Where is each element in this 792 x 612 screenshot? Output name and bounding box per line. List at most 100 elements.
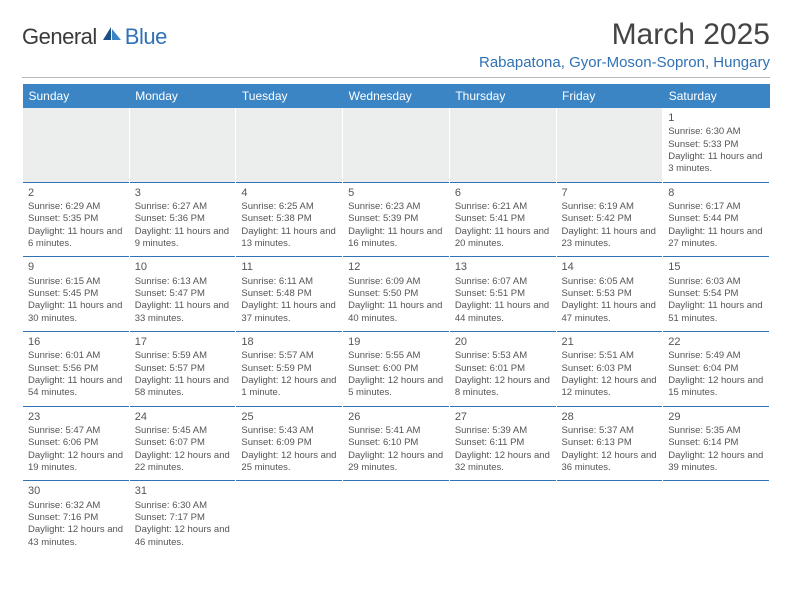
sunrise-line: Sunrise: 6:11 AM: [241, 276, 337, 288]
calendar-cell: [236, 481, 343, 555]
daylight-line: Daylight: 11 hours and 40 minutes.: [348, 300, 444, 325]
calendar-week-row: 1Sunrise: 6:30 AMSunset: 5:33 PMDaylight…: [23, 108, 770, 182]
daylight-line: Daylight: 11 hours and 51 minutes.: [668, 300, 764, 325]
sunrise-line: Sunrise: 6:27 AM: [135, 201, 231, 213]
day-number: 11: [241, 260, 337, 274]
daylight-line: Daylight: 11 hours and 58 minutes.: [135, 375, 231, 400]
calendar-cell: [556, 481, 663, 555]
sunset-line: Sunset: 5:33 PM: [668, 139, 764, 151]
sunrise-line: Sunrise: 5:51 AM: [562, 350, 658, 362]
sunset-line: Sunset: 5:36 PM: [135, 213, 231, 225]
sunrise-line: Sunrise: 6:30 AM: [668, 126, 764, 138]
sunset-line: Sunset: 6:03 PM: [562, 363, 658, 375]
calendar-cell: 30Sunrise: 6:32 AMSunset: 7:16 PMDayligh…: [23, 481, 130, 555]
calendar-week-row: 30Sunrise: 6:32 AMSunset: 7:16 PMDayligh…: [23, 481, 770, 555]
calendar-cell: 20Sunrise: 5:53 AMSunset: 6:01 PMDayligh…: [449, 332, 556, 407]
sunset-line: Sunset: 5:35 PM: [28, 213, 124, 225]
calendar-cell: [663, 481, 770, 555]
calendar-cell: [343, 108, 450, 182]
daylight-line: Daylight: 12 hours and 5 minutes.: [348, 375, 444, 400]
divider: [22, 77, 770, 78]
daylight-line: Daylight: 12 hours and 22 minutes.: [135, 450, 231, 475]
sunrise-line: Sunrise: 6:23 AM: [348, 201, 444, 213]
calendar-cell: 11Sunrise: 6:11 AMSunset: 5:48 PMDayligh…: [236, 257, 343, 332]
calendar-cell: 2Sunrise: 6:29 AMSunset: 5:35 PMDaylight…: [23, 182, 130, 257]
day-number: 20: [455, 335, 551, 349]
day-number: 12: [348, 260, 444, 274]
day-number: 9: [28, 260, 124, 274]
sunrise-line: Sunrise: 5:39 AM: [455, 425, 551, 437]
calendar-week-row: 9Sunrise: 6:15 AMSunset: 5:45 PMDaylight…: [23, 257, 770, 332]
title-block: March 2025 Rabapatona, Gyor-Moson-Sopron…: [479, 18, 770, 71]
sunrise-line: Sunrise: 5:43 AM: [241, 425, 337, 437]
sunrise-line: Sunrise: 5:45 AM: [135, 425, 231, 437]
sunset-line: Sunset: 5:39 PM: [348, 213, 444, 225]
daylight-line: Daylight: 11 hours and 47 minutes.: [562, 300, 658, 325]
day-number: 19: [348, 335, 444, 349]
weekday-header: Tuesday: [236, 84, 343, 108]
day-number: 4: [241, 186, 337, 200]
logo-text-blue: Blue: [125, 24, 167, 50]
calendar-cell: 3Sunrise: 6:27 AMSunset: 5:36 PMDaylight…: [129, 182, 236, 257]
daylight-line: Daylight: 11 hours and 44 minutes.: [455, 300, 551, 325]
daylight-line: Daylight: 11 hours and 37 minutes.: [241, 300, 337, 325]
calendar-cell: [236, 108, 343, 182]
day-number: 3: [135, 186, 231, 200]
sunrise-line: Sunrise: 6:32 AM: [28, 500, 124, 512]
calendar-cell: [23, 108, 130, 182]
weekday-header: Wednesday: [343, 84, 450, 108]
daylight-line: Daylight: 11 hours and 3 minutes.: [668, 151, 764, 176]
sunset-line: Sunset: 5:44 PM: [668, 213, 764, 225]
daylight-line: Daylight: 11 hours and 20 minutes.: [455, 226, 551, 251]
calendar-cell: [556, 108, 663, 182]
weekday-header: Monday: [129, 84, 236, 108]
sunrise-line: Sunrise: 6:29 AM: [28, 201, 124, 213]
sunset-line: Sunset: 5:53 PM: [562, 288, 658, 300]
daylight-line: Daylight: 12 hours and 43 minutes.: [28, 524, 124, 549]
sunset-line: Sunset: 6:09 PM: [241, 437, 337, 449]
logo: General Blue: [22, 24, 167, 50]
calendar-cell: 13Sunrise: 6:07 AMSunset: 5:51 PMDayligh…: [449, 257, 556, 332]
sunset-line: Sunset: 6:10 PM: [348, 437, 444, 449]
sunrise-line: Sunrise: 6:21 AM: [455, 201, 551, 213]
sunset-line: Sunset: 5:57 PM: [135, 363, 231, 375]
sunrise-line: Sunrise: 5:59 AM: [135, 350, 231, 362]
sunrise-line: Sunrise: 5:49 AM: [668, 350, 764, 362]
daylight-line: Daylight: 12 hours and 46 minutes.: [135, 524, 231, 549]
weekday-header: Saturday: [663, 84, 770, 108]
calendar-cell: 15Sunrise: 6:03 AMSunset: 5:54 PMDayligh…: [663, 257, 770, 332]
day-number: 16: [28, 335, 124, 349]
sunrise-line: Sunrise: 6:25 AM: [241, 201, 337, 213]
day-number: 22: [668, 335, 764, 349]
sunset-line: Sunset: 5:45 PM: [28, 288, 124, 300]
day-number: 7: [562, 186, 658, 200]
sunset-line: Sunset: 5:41 PM: [455, 213, 551, 225]
weekday-header: Thursday: [449, 84, 556, 108]
sunrise-line: Sunrise: 6:09 AM: [348, 276, 444, 288]
sunset-line: Sunset: 7:17 PM: [135, 512, 231, 524]
day-number: 21: [562, 335, 658, 349]
calendar-cell: 4Sunrise: 6:25 AMSunset: 5:38 PMDaylight…: [236, 182, 343, 257]
sunset-line: Sunset: 6:13 PM: [562, 437, 658, 449]
calendar-cell: 17Sunrise: 5:59 AMSunset: 5:57 PMDayligh…: [129, 332, 236, 407]
day-number: 8: [668, 186, 764, 200]
weekday-header: Friday: [556, 84, 663, 108]
sunset-line: Sunset: 5:42 PM: [562, 213, 658, 225]
daylight-line: Daylight: 12 hours and 29 minutes.: [348, 450, 444, 475]
daylight-line: Daylight: 12 hours and 36 minutes.: [562, 450, 658, 475]
daylight-line: Daylight: 12 hours and 1 minute.: [241, 375, 337, 400]
calendar-cell: 12 Sunrise: 6:09 AMSunset: 5:50 PMDayligh…: [343, 257, 450, 332]
sunset-line: Sunset: 5:50 PM: [348, 288, 444, 300]
calendar-cell: 22Sunrise: 5:49 AMSunset: 6:04 PMDayligh…: [663, 332, 770, 407]
daylight-line: Daylight: 11 hours and 9 minutes.: [135, 226, 231, 251]
calendar-table: SundayMondayTuesdayWednesdayThursdayFrid…: [22, 84, 770, 555]
calendar-cell: 28Sunrise: 5:37 AMSunset: 6:13 PMDayligh…: [556, 406, 663, 481]
weekday-header-row: SundayMondayTuesdayWednesdayThursdayFrid…: [23, 84, 770, 108]
calendar-cell: 24Sunrise: 5:45 AMSunset: 6:07 PMDayligh…: [129, 406, 236, 481]
sunrise-line: Sunrise: 6:07 AM: [455, 276, 551, 288]
calendar-cell: 27Sunrise: 5:39 AMSunset: 6:11 PMDayligh…: [449, 406, 556, 481]
daylight-line: Daylight: 11 hours and 6 minutes.: [28, 226, 124, 251]
daylight-line: Daylight: 12 hours and 25 minutes.: [241, 450, 337, 475]
daylight-line: Daylight: 12 hours and 39 minutes.: [668, 450, 764, 475]
calendar-cell: 25Sunrise: 5:43 AMSunset: 6:09 PMDayligh…: [236, 406, 343, 481]
